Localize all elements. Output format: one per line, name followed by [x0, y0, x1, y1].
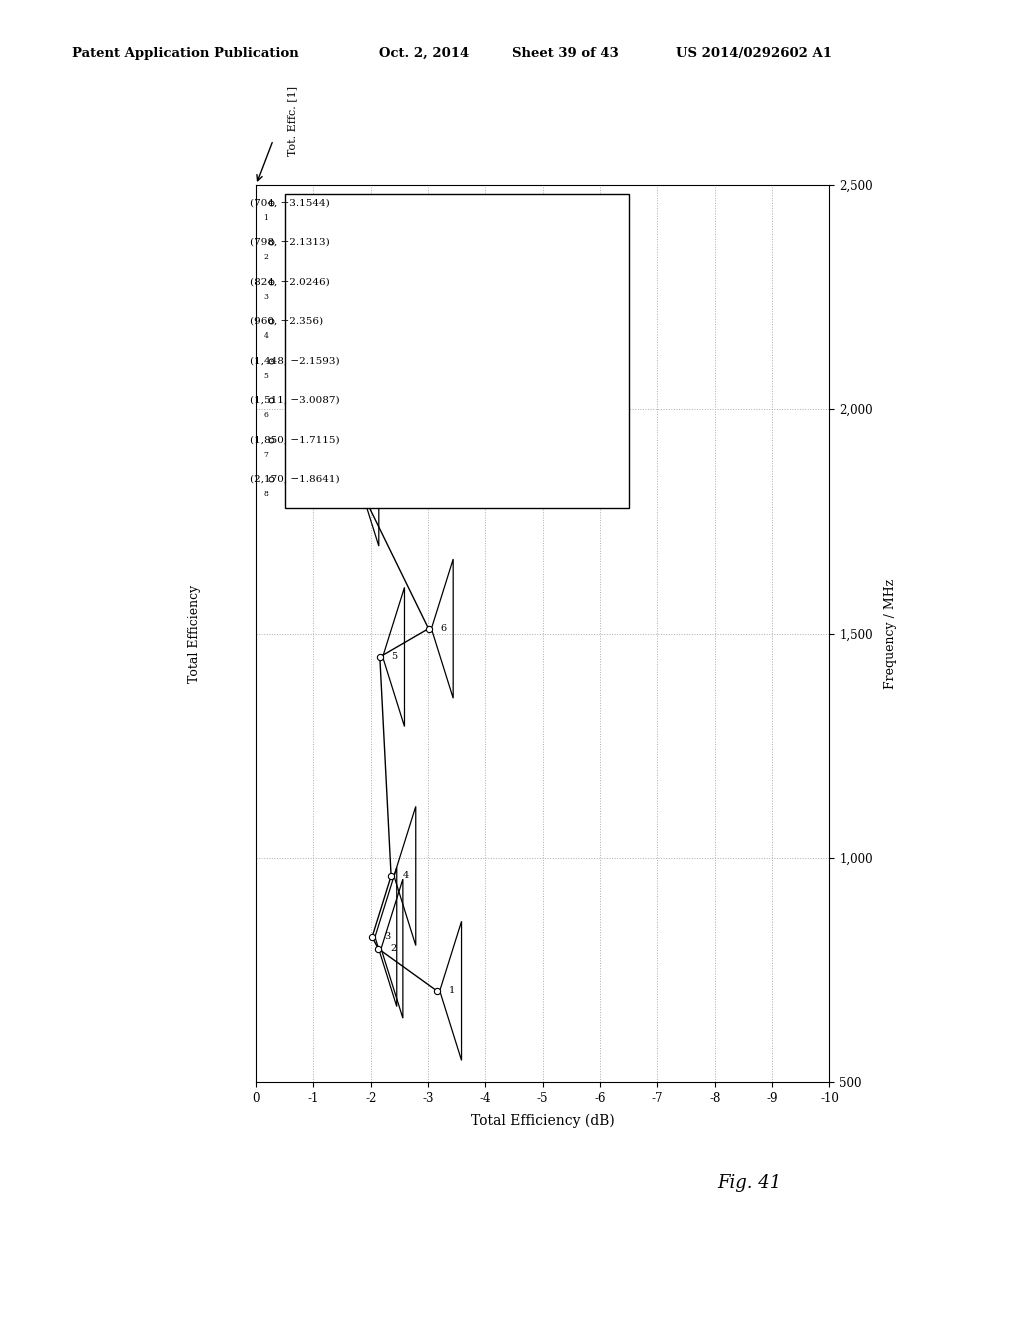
Text: (1,448, −2.1593): (1,448, −2.1593) — [250, 356, 340, 366]
Text: Oct. 2, 2014: Oct. 2, 2014 — [379, 46, 469, 59]
Text: Total Efficiency: Total Efficiency — [188, 585, 201, 682]
Text: 1: 1 — [263, 214, 268, 222]
Text: 4: 4 — [263, 333, 268, 341]
Text: (1,511, −3.0087): (1,511, −3.0087) — [250, 396, 340, 405]
Text: 1: 1 — [449, 986, 455, 995]
Text: 6: 6 — [263, 412, 268, 420]
Text: (704, −3.1544): (704, −3.1544) — [250, 198, 330, 207]
Text: 4: 4 — [402, 871, 409, 880]
Text: 2: 2 — [263, 253, 268, 261]
Text: (798, −2.1313): (798, −2.1313) — [250, 238, 330, 247]
Text: 8: 8 — [375, 329, 381, 338]
Y-axis label: Frequency / MHz: Frequency / MHz — [884, 578, 897, 689]
Text: Tot. Effc. [1]: Tot. Effc. [1] — [287, 86, 297, 156]
Text: 7: 7 — [366, 473, 372, 480]
FancyBboxPatch shape — [285, 194, 629, 508]
Text: 3: 3 — [384, 932, 390, 941]
Text: 8: 8 — [263, 491, 268, 499]
Text: US 2014/0292602 A1: US 2014/0292602 A1 — [676, 46, 831, 59]
Text: (1,850, −1.7115): (1,850, −1.7115) — [250, 436, 340, 445]
X-axis label: Total Efficiency (dB): Total Efficiency (dB) — [471, 1114, 614, 1127]
Text: (2,170, −1.8641): (2,170, −1.8641) — [250, 475, 340, 483]
Text: Sheet 39 of 43: Sheet 39 of 43 — [512, 46, 618, 59]
Text: 7: 7 — [263, 451, 268, 459]
Text: (960, −2.356): (960, −2.356) — [250, 317, 324, 326]
Text: 2: 2 — [390, 944, 396, 953]
Text: Patent Application Publication: Patent Application Publication — [72, 46, 298, 59]
Text: (824, −2.0246): (824, −2.0246) — [250, 277, 330, 286]
Text: 5: 5 — [263, 372, 268, 380]
Text: 3: 3 — [263, 293, 268, 301]
Text: Fig. 41: Fig. 41 — [717, 1173, 781, 1192]
Text: 5: 5 — [391, 652, 397, 661]
Text: 6: 6 — [440, 624, 446, 634]
